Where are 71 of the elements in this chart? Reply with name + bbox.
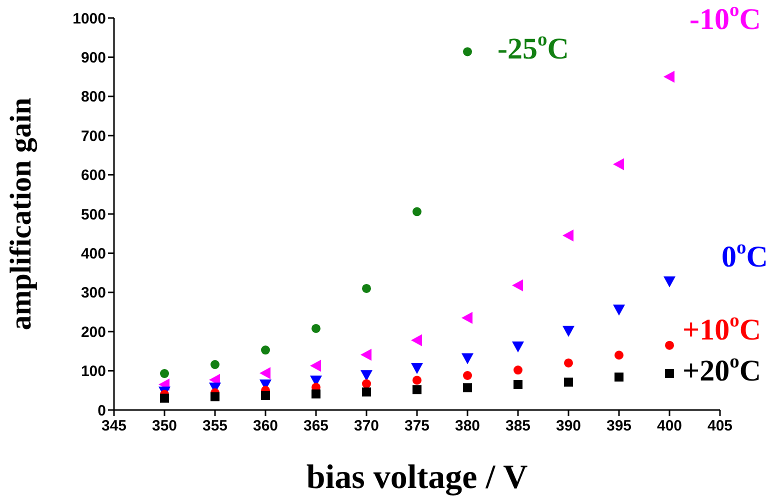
point (362, 387, 371, 396)
y-tick-label: 100 (80, 363, 106, 380)
point (614, 372, 624, 382)
x-tick-label: 385 (505, 418, 531, 435)
x-tick-label: 375 (404, 418, 430, 435)
point (462, 312, 472, 324)
point (462, 353, 474, 364)
point (160, 394, 169, 403)
x-tick-label: 350 (152, 418, 178, 435)
point (564, 378, 573, 387)
x-tick-label: 355 (202, 418, 228, 435)
point (261, 346, 270, 355)
point (160, 369, 169, 378)
point (260, 367, 270, 380)
x-tick-label: 345 (101, 418, 127, 435)
y-axis-title: amplification gain (4, 97, 38, 330)
x-tick-label: 405 (707, 418, 733, 435)
point (411, 363, 423, 374)
point (564, 358, 573, 368)
series-label: -10$^{o}$C (690, 0, 761, 36)
point (362, 379, 371, 388)
point (664, 70, 674, 83)
x-tick-label: 370 (354, 418, 380, 435)
y-tick-label: 900 (80, 50, 106, 67)
series-label: -25$^{o}$C (498, 30, 569, 66)
x-tick-label: 360 (252, 418, 278, 435)
series-label: +20$^{o}$C (682, 352, 762, 388)
x-tick-label: 390 (556, 418, 582, 435)
series-label: 0$^{o}$C (722, 237, 768, 274)
point (312, 324, 320, 333)
point (412, 385, 422, 394)
point (514, 366, 522, 375)
y-tick-label: 500 (80, 206, 106, 224)
y-tick-label: 600 (80, 167, 106, 184)
y-tick-label: 200 (80, 324, 106, 341)
point (664, 276, 676, 288)
point (362, 284, 371, 293)
point (360, 348, 372, 361)
point (261, 390, 270, 400)
x-tick-label: 380 (454, 418, 480, 435)
x-tick-label: 365 (303, 418, 329, 435)
x-tick-label: 400 (656, 418, 682, 435)
point (412, 376, 422, 385)
point (210, 360, 220, 370)
point (512, 341, 524, 352)
y-tick-label: 700 (80, 128, 106, 145)
point (412, 207, 422, 216)
point (463, 47, 472, 56)
x-axis-title: bias voltage / V (306, 459, 528, 496)
y-tick-label: 400 (80, 246, 106, 263)
point (463, 371, 472, 380)
point (614, 350, 624, 360)
y-tick-label: 0 (98, 402, 106, 420)
x-tick-label: 395 (606, 418, 632, 435)
point (312, 389, 320, 398)
point (514, 380, 522, 390)
point (411, 334, 422, 346)
point (310, 360, 321, 372)
point (665, 340, 674, 350)
point (665, 369, 674, 378)
point (512, 279, 523, 292)
y-tick-label: 300 (80, 284, 106, 302)
point (562, 326, 574, 337)
point (210, 392, 220, 402)
point (613, 304, 625, 316)
point (613, 158, 624, 170)
series-label: +10$^{o}$C (682, 310, 762, 346)
point (562, 230, 574, 242)
point (463, 383, 472, 392)
y-tick-label: 800 (80, 88, 106, 106)
y-tick-label: 1000 (72, 10, 106, 28)
